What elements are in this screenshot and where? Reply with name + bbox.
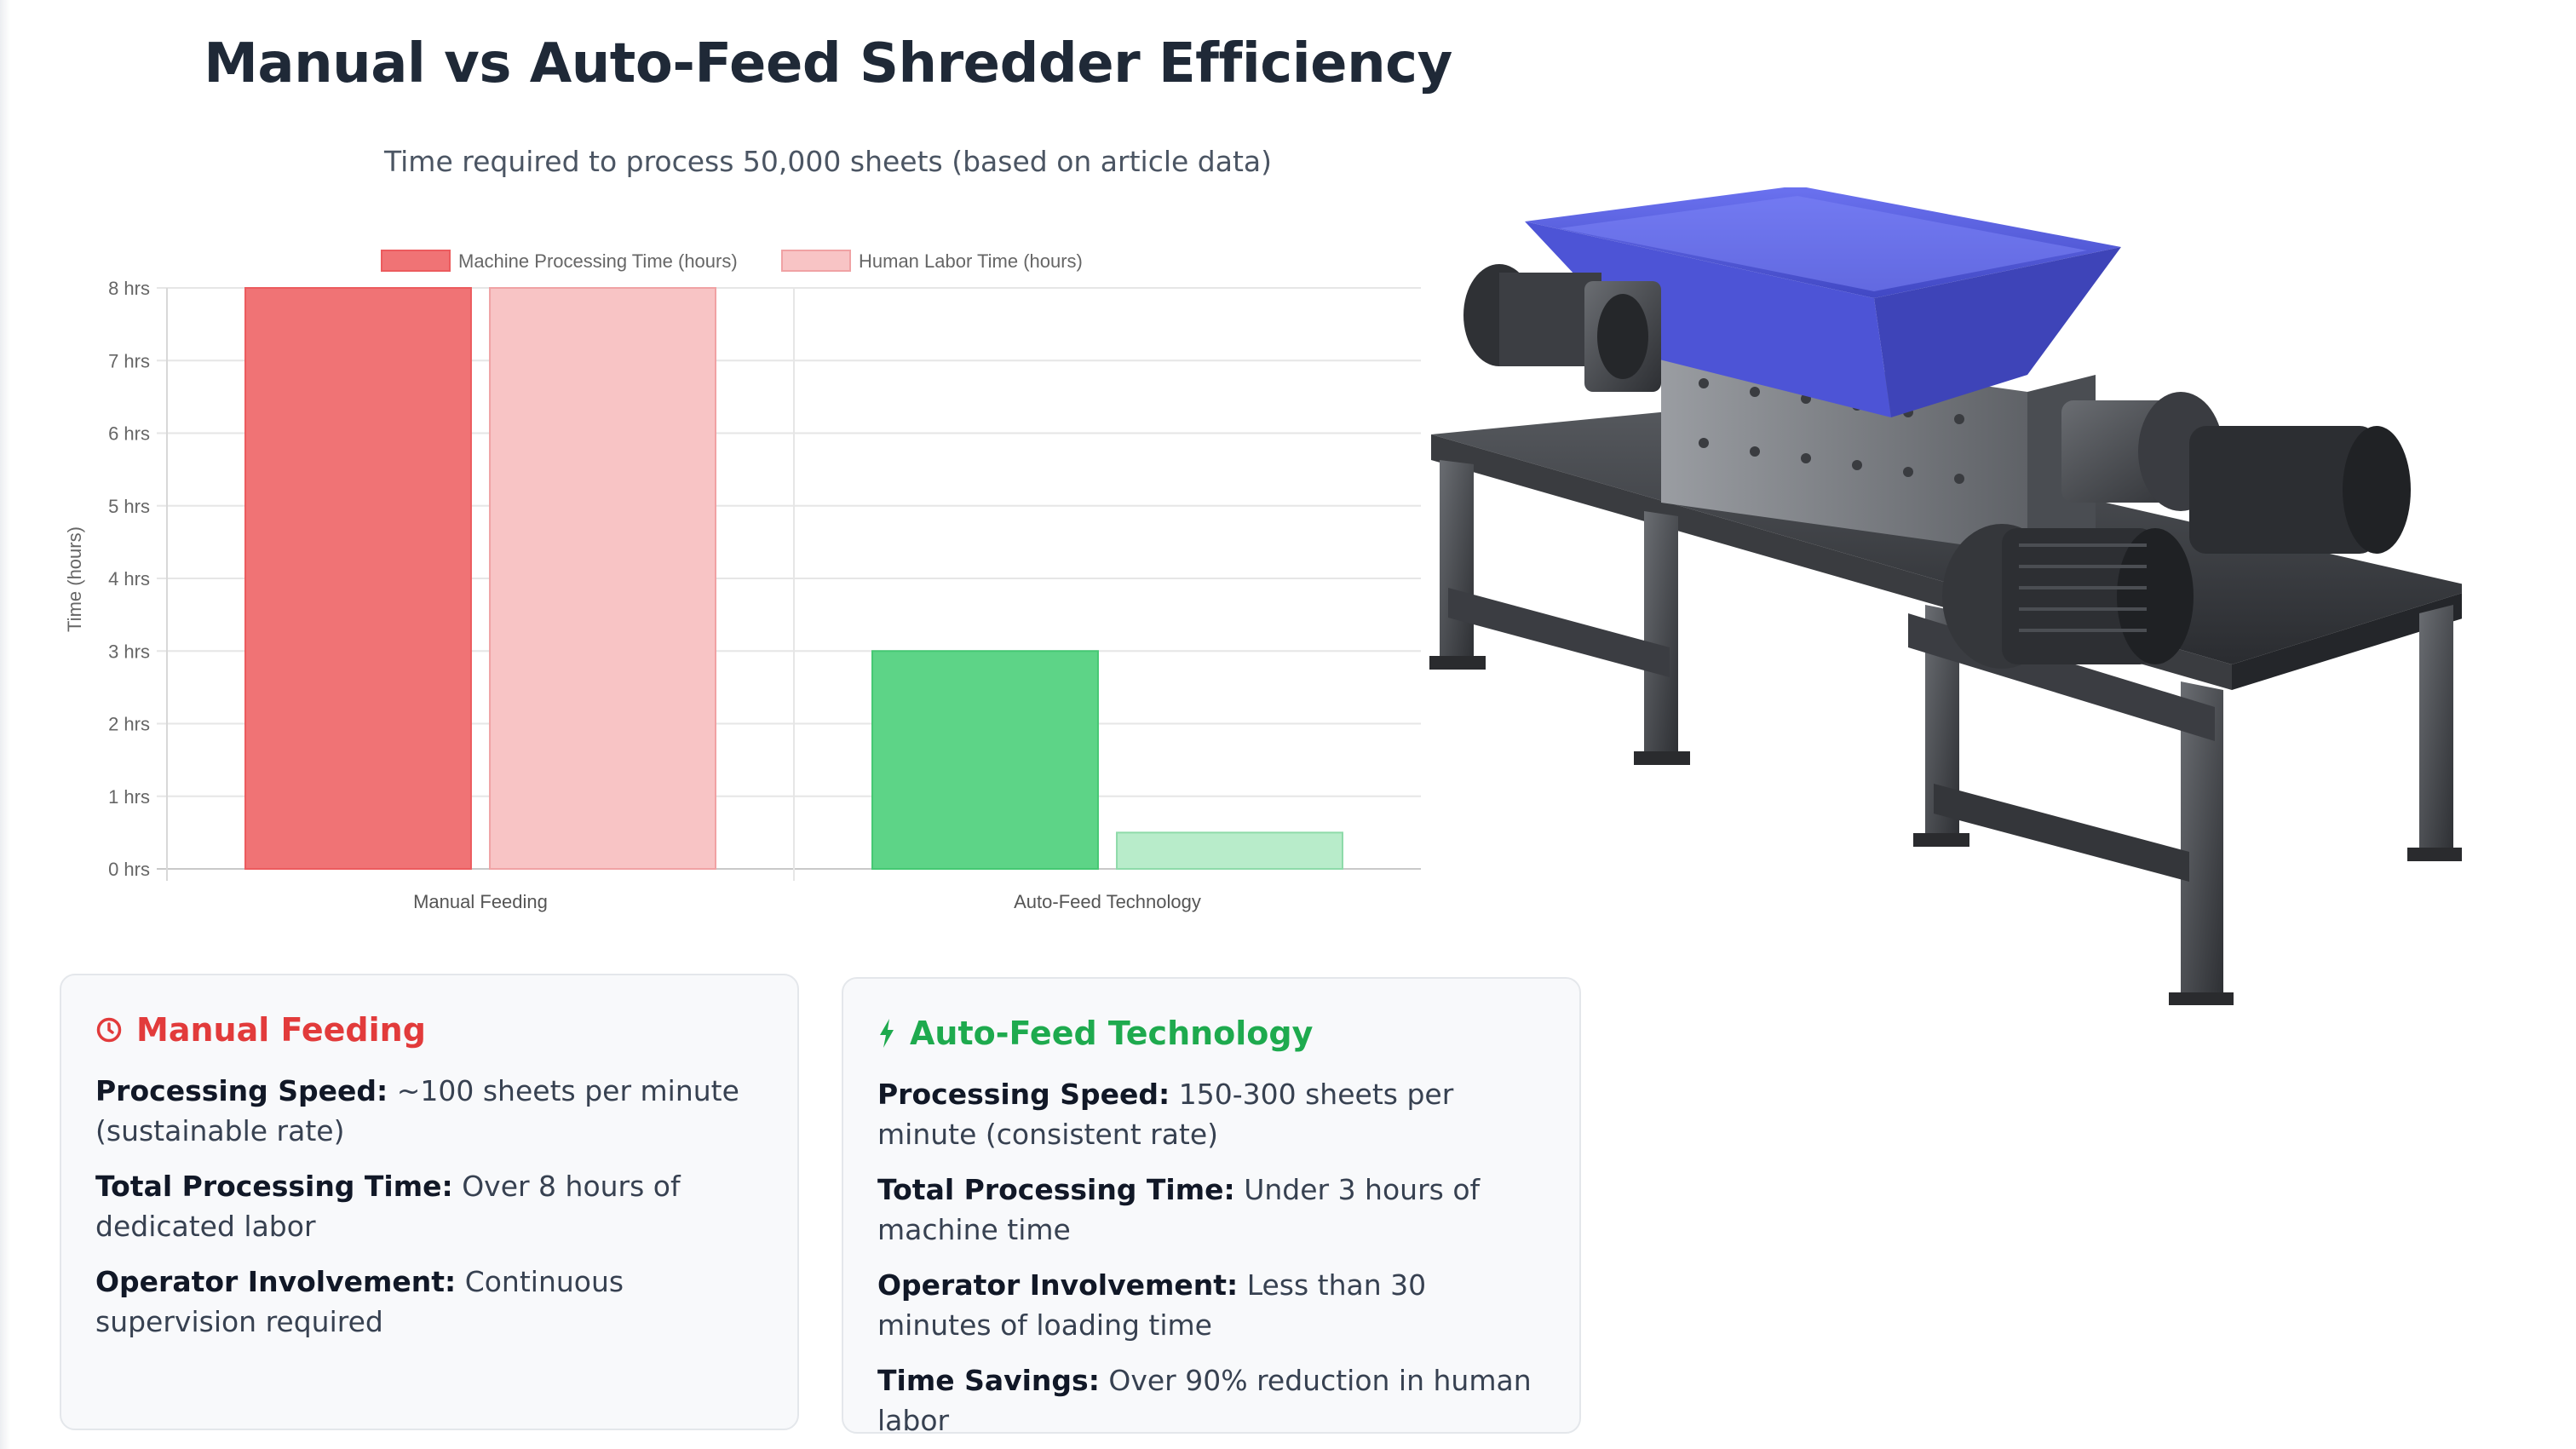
auto-row-value: Over 90% reduction in human labor	[877, 1364, 1532, 1437]
page-edge	[0, 0, 10, 1449]
manual-row-label: Total Processing Time:	[95, 1170, 453, 1203]
manual-row-value: ~100 sheets per minute (sustainable rate…	[95, 1074, 739, 1147]
manual-row-value: Continuous supervision required	[95, 1265, 624, 1338]
legend-swatch	[381, 250, 451, 272]
legend-label: Human Labor Time (hours)	[859, 250, 1083, 272]
y-tick-label: 5 hrs	[108, 496, 150, 517]
chart-title: Manual vs Auto-Feed Shredder Efficiency	[204, 32, 1452, 95]
manual-card-header: Manual Feeding	[95, 1011, 763, 1049]
manual-row-value: Over 8 hours of dedicated labor	[95, 1170, 681, 1243]
chart-subtitle: Time required to process 50,000 sheets (…	[384, 145, 1272, 178]
bar	[1116, 831, 1344, 870]
manual-card-rows: Processing Speed: ~100 sheets per minute…	[95, 1071, 763, 1342]
auto-card-row: Processing Speed: 150-300 sheets per min…	[877, 1074, 1545, 1154]
auto-row-label: Total Processing Time:	[877, 1173, 1235, 1206]
y-tick-label: 6 hrs	[108, 423, 150, 445]
chart-bars	[244, 287, 1344, 870]
x-tick-label: Manual Feeding	[413, 891, 548, 912]
auto-row-label: Processing Speed:	[877, 1078, 1170, 1111]
bar	[489, 287, 716, 870]
legend-swatch	[781, 250, 851, 272]
y-axis-label: Time (hours)	[64, 526, 85, 632]
auto-card-row: Total Processing Time: Under 3 hours of …	[877, 1170, 1545, 1250]
auto-row-label: Operator Involvement:	[877, 1268, 1239, 1302]
y-tick-labels: 0 hrs 1 hrs 2 hrs 3 hrs 4 hrs 5 hrs 6 hrs 7 hrs…	[108, 278, 150, 880]
auto-card-row: Time Savings: Over 90% reduction in huma…	[877, 1360, 1545, 1440]
chart-svg: 0 hrs 1 hrs 2 hrs 3 hrs 4 hrs 5 hrs 6 hrs 7 hrs…	[64, 250, 1421, 912]
x-tick-labels: Manual Feeding Auto-Feed Technology	[413, 891, 1201, 912]
clock-icon	[96, 1017, 122, 1043]
auto-row-value: Less than 30 minutes of loading time	[877, 1268, 1427, 1342]
y-tick-label: 0 hrs	[108, 859, 150, 880]
bar	[244, 287, 472, 870]
manual-row-label: Processing Speed:	[95, 1074, 388, 1107]
y-tick-label: 4 hrs	[108, 568, 150, 589]
auto-card-header: Auto-Feed Technology	[877, 1015, 1545, 1052]
manual-row-label: Operator Involvement:	[95, 1265, 457, 1298]
auto-feed-card: Auto-Feed Technology Processing Speed: 1…	[842, 977, 1581, 1437]
manual-feeding-card: Manual Feeding Processing Speed: ~100 sh…	[60, 974, 799, 1430]
bar	[871, 650, 1099, 870]
chart-legend: Machine Processing Time (hours) Human Lab…	[381, 250, 1083, 272]
x-tick-label: Auto-Feed Technology	[1014, 891, 1201, 912]
y-tick-label: 1 hrs	[108, 786, 150, 808]
y-tick-label: 8 hrs	[108, 278, 150, 299]
auto-row-label: Time Savings:	[877, 1364, 1100, 1397]
auto-card-rows: Processing Speed: 150-300 sheets per min…	[877, 1074, 1545, 1440]
manual-card-title: Manual Feeding	[136, 1011, 426, 1049]
manual-card-row: Processing Speed: ~100 sheets per minute…	[95, 1071, 763, 1151]
auto-row-value: Under 3 hours of machine time	[877, 1173, 1481, 1246]
lightning-icon	[880, 1019, 894, 1048]
y-tick-label: 2 hrs	[108, 714, 150, 735]
manual-card-row: Total Processing Time: Over 8 hours of d…	[95, 1166, 763, 1246]
legend-label: Machine Processing Time (hours)	[458, 250, 738, 272]
auto-row-value: 150-300 sheets per minute (consistent ra…	[877, 1078, 1454, 1151]
auto-card-title: Auto-Feed Technology	[910, 1015, 1314, 1052]
shredder-machine-image	[1429, 187, 2462, 1005]
y-tick-label: 7 hrs	[108, 350, 150, 371]
y-tick-label: 3 hrs	[108, 641, 150, 662]
bar-chart: 0 hrs 1 hrs 2 hrs 3 hrs 4 hrs 5 hrs 6 hrs 7 hrs…	[0, 230, 1465, 929]
auto-card-row: Operator Involvement: Less than 30 minut…	[877, 1265, 1545, 1345]
manual-card-row: Operator Involvement: Continuous supervi…	[95, 1262, 763, 1342]
